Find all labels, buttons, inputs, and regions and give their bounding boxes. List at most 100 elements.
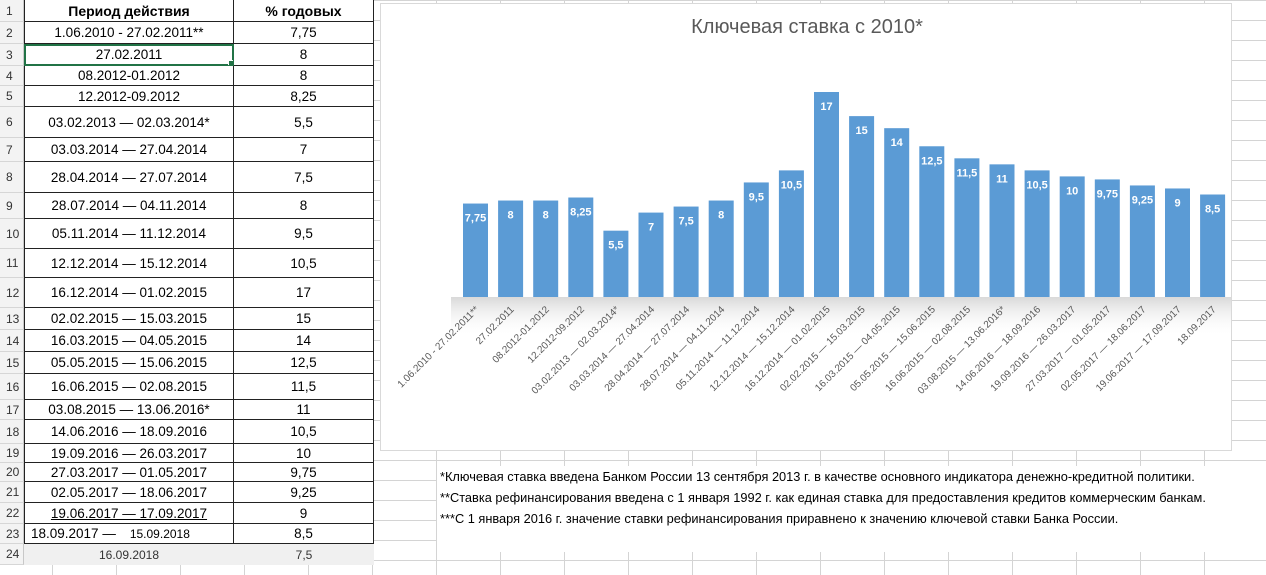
period-cell[interactable]: 16.09.2018	[24, 544, 234, 565]
chart-bar[interactable]	[673, 206, 699, 297]
rate-cell[interactable]: 7,5	[234, 544, 374, 565]
chart-bar[interactable]	[814, 92, 839, 297]
rate-cell[interactable]: 9,5	[234, 219, 374, 249]
period-cell[interactable]: 02.02.2015 — 15.03.2015	[24, 308, 234, 330]
rate-cell[interactable]: 10,5	[234, 420, 374, 444]
period-cell[interactable]: 19.09.2016 — 26.03.2017	[24, 444, 234, 463]
rate-cell[interactable]: 11,5	[234, 374, 374, 400]
rate-cell[interactable]: 14	[234, 330, 374, 352]
row-number[interactable]: 24	[0, 544, 24, 565]
row-number[interactable]: 15	[0, 352, 24, 374]
row-number[interactable]: 5	[0, 86, 24, 107]
row-number[interactable]: 20	[0, 463, 24, 482]
rate-cell[interactable]: 9,75	[234, 463, 374, 482]
period-cell[interactable]: 1.06.2010 - 27.02.2011**	[24, 22, 234, 44]
period-cell[interactable]: 14.06.2016 — 18.09.2016	[24, 420, 234, 444]
period-cell[interactable]: 19.06.2017 — 17.09.2017	[24, 503, 234, 524]
row-number[interactable]: 9	[0, 193, 24, 219]
period-cell[interactable]: 16.06.2015 — 02.08.2015	[24, 374, 234, 400]
chart-bar[interactable]	[1200, 194, 1226, 298]
row-number[interactable]: 1	[0, 0, 24, 22]
period-cell[interactable]: 08.2012-01.2012	[24, 66, 234, 86]
chart-bar[interactable]	[638, 212, 664, 297]
row-number[interactable]: 4	[0, 66, 24, 86]
chart-bar[interactable]	[989, 164, 1015, 297]
rate-cell[interactable]: 8,25	[234, 86, 374, 107]
header-period-cell[interactable]: Период действия	[24, 0, 234, 22]
chart-bar[interactable]	[568, 197, 594, 297]
row-number[interactable]: 10	[0, 219, 24, 249]
period-cell[interactable]: 02.05.2017 — 18.06.2017	[24, 482, 234, 503]
row-number[interactable]: 13	[0, 308, 24, 330]
period-cell[interactable]: 16.12.2014 — 01.02.2015	[24, 278, 234, 308]
chart-bar[interactable]	[1094, 179, 1120, 297]
rate-cell[interactable]: 15	[234, 308, 374, 330]
period-cell[interactable]: 28.07.2014 — 04.11.2014	[24, 193, 234, 219]
row-number[interactable]: 18	[0, 420, 24, 444]
period-cell[interactable]: 03.08.2015 — 13.06.2016*	[24, 400, 234, 420]
bar-value-label: 8	[508, 210, 514, 222]
chart-bar[interactable]	[1059, 176, 1085, 297]
rate-cell[interactable]: 7,5	[234, 162, 374, 193]
rate-cell[interactable]: 7,75	[234, 22, 374, 44]
rate-cell[interactable]: 5,5	[234, 107, 374, 138]
key-rate-chart[interactable]: Ключевая ставка с 2010* 7,75 1.06.2010 - …	[380, 3, 1232, 451]
chart-bar[interactable]	[849, 116, 875, 297]
rate-cell[interactable]: 8	[234, 44, 374, 66]
footnote-rate-equalization: ***С 1 января 2016 г. значение ставки ре…	[440, 511, 1119, 526]
row-number[interactable]: 8	[0, 162, 24, 193]
row-number[interactable]: 7	[0, 138, 24, 162]
rate-cell[interactable]: 8	[234, 193, 374, 219]
bar-value-label: 14	[891, 137, 904, 149]
rate-cell[interactable]: 9,25	[234, 482, 374, 503]
period-cell[interactable]: 27.03.2017 — 01.05.2017	[24, 463, 234, 482]
row-number[interactable]: 22	[0, 503, 24, 524]
rate-cell[interactable]: 9	[234, 503, 374, 524]
chart-bar[interactable]	[533, 200, 559, 297]
rate-cell[interactable]: 17	[234, 278, 374, 308]
chart-bar[interactable]	[708, 200, 734, 297]
table-row: 10 05.11.2014 — 11.12.2014 9,5	[0, 219, 374, 249]
period-cell[interactable]: 28.04.2014 — 27.07.2014	[24, 162, 234, 193]
chart-bar[interactable]	[1024, 170, 1050, 297]
period-cell[interactable]: 05.05.2015 — 15.06.2015	[24, 352, 234, 374]
rate-cell[interactable]: 12,5	[234, 352, 374, 374]
row-number[interactable]: 12	[0, 278, 24, 308]
period-cell[interactable]: 12.2012-09.2012	[24, 86, 234, 107]
row-number[interactable]: 14	[0, 330, 24, 352]
period-cell[interactable]: 16.03.2015 — 04.05.2015	[24, 330, 234, 352]
row-number[interactable]: 21	[0, 482, 24, 503]
rate-cell[interactable]: 10,5	[234, 249, 374, 278]
rate-cell[interactable]: 8,5	[234, 524, 374, 544]
chart-bar[interactable]	[498, 200, 524, 297]
period-cell[interactable]: 18.09.2017 — 15.09.2018	[24, 524, 234, 544]
row-number[interactable]: 11	[0, 249, 24, 278]
chart-bar[interactable]	[743, 182, 769, 297]
chart-bar[interactable]	[919, 146, 945, 297]
row-number[interactable]: 2	[0, 22, 24, 44]
period-cell[interactable]: 27.02.2011	[24, 44, 234, 66]
chart-bar[interactable]	[603, 230, 629, 297]
row-number[interactable]: 19	[0, 444, 24, 463]
rate-cell[interactable]: 11	[234, 400, 374, 420]
period-cell[interactable]: 03.03.2014 — 27.04.2014	[24, 138, 234, 162]
header-rate-cell[interactable]: % годовых	[234, 0, 374, 22]
chart-bar[interactable]	[778, 170, 804, 297]
chart-bar[interactable]	[954, 158, 980, 297]
row-number[interactable]: 16	[0, 374, 24, 400]
chart-bar[interactable]	[1129, 185, 1155, 297]
row-number[interactable]: 17	[0, 400, 24, 420]
row-number[interactable]: 6	[0, 107, 24, 138]
period-cell[interactable]: 12.12.2014 — 15.12.2014	[24, 249, 234, 278]
period-cell[interactable]: 03.02.2013 — 02.03.2014*	[24, 107, 234, 138]
rate-cell[interactable]: 8	[234, 66, 374, 86]
chart-bar[interactable]	[463, 203, 488, 297]
chart-bar[interactable]	[1165, 188, 1190, 297]
row-number[interactable]: 3	[0, 44, 24, 66]
row-number[interactable]: 23	[0, 524, 24, 544]
table-row: 15 05.05.2015 — 15.06.2015 12,5	[0, 352, 374, 374]
rate-cell[interactable]: 7	[234, 138, 374, 162]
chart-bar[interactable]	[884, 128, 910, 297]
rate-cell[interactable]: 10	[234, 444, 374, 463]
period-cell[interactable]: 05.11.2014 — 11.12.2014	[24, 219, 234, 249]
